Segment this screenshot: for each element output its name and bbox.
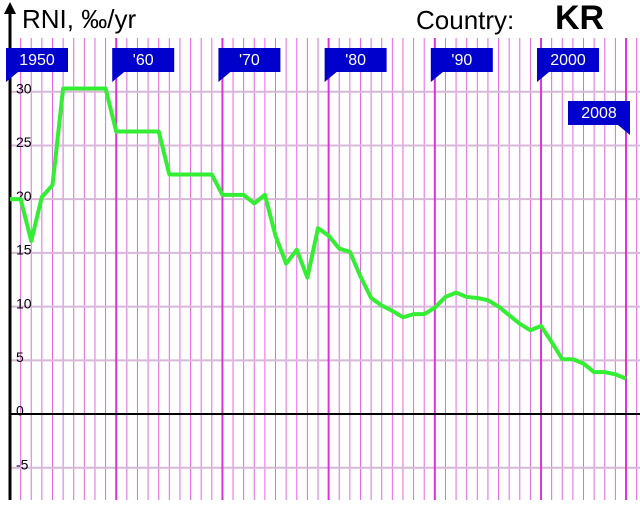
y-tick-label: 20: [16, 188, 32, 204]
x-tick-label: '90: [451, 52, 472, 69]
x-tick-flag: [112, 48, 175, 72]
x-tick-flag-tip: [112, 72, 125, 82]
axis-arrow: [4, 2, 16, 14]
x-tick-flag-tip: [324, 72, 337, 82]
x-tick-flag-tip: [618, 125, 630, 135]
x-tick-flag-tip: [537, 72, 550, 82]
y-tick-label: 30: [16, 80, 32, 96]
y-tick-label: -5: [16, 456, 29, 472]
x-tick-label: '60: [133, 52, 154, 69]
x-tick-flag: [324, 48, 387, 72]
y-tick-label: 10: [16, 295, 32, 311]
x-tick-label: 2008: [581, 105, 617, 122]
x-tick-label: 1950: [19, 52, 55, 69]
data-line: [10, 86, 627, 381]
country-code: KR: [555, 0, 604, 37]
x-tick-flag: [6, 48, 68, 72]
y-tick-label: 0: [16, 403, 24, 419]
x-tick-flag: [430, 48, 493, 72]
y-tick-label: 5: [16, 349, 24, 365]
x-tick-label: 2000: [550, 52, 586, 69]
chart-title: RNI, ‰/yr: [22, 4, 136, 34]
country-label: Country:: [416, 5, 514, 35]
y-tick-label: 25: [16, 134, 32, 150]
x-tick-flag: [568, 101, 630, 125]
x-tick-flag-tip: [430, 72, 443, 82]
x-tick-flag: [537, 48, 600, 72]
y-tick-label: 15: [16, 242, 32, 258]
x-tick-label: '70: [239, 52, 260, 69]
x-tick-flag: [218, 48, 281, 72]
x-tick-flag-tip: [218, 72, 231, 82]
x-tick-label: '80: [345, 52, 366, 69]
x-tick-flag-tip: [6, 72, 18, 82]
